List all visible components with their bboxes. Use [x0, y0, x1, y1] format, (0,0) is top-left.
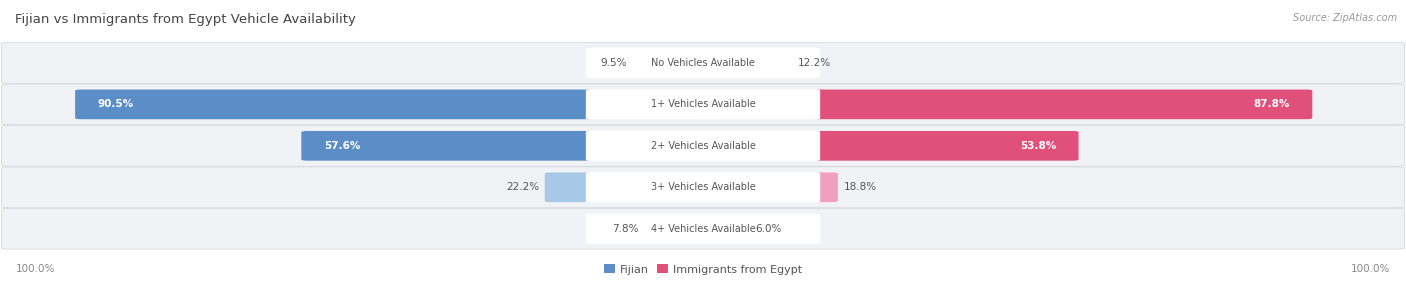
Text: 3+ Vehicles Available: 3+ Vehicles Available — [651, 182, 755, 192]
Text: 18.8%: 18.8% — [844, 182, 876, 192]
FancyBboxPatch shape — [697, 131, 1078, 161]
Text: 6.0%: 6.0% — [755, 224, 782, 234]
Text: 1+ Vehicles Available: 1+ Vehicles Available — [651, 99, 755, 109]
FancyBboxPatch shape — [586, 130, 820, 161]
FancyBboxPatch shape — [1, 84, 1405, 125]
Text: 87.8%: 87.8% — [1254, 99, 1289, 109]
Text: 53.8%: 53.8% — [1019, 141, 1056, 151]
FancyBboxPatch shape — [544, 172, 709, 202]
Text: 57.6%: 57.6% — [323, 141, 360, 151]
Text: Source: ZipAtlas.com: Source: ZipAtlas.com — [1294, 13, 1398, 23]
FancyBboxPatch shape — [301, 131, 709, 161]
Text: 22.2%: 22.2% — [506, 182, 538, 192]
FancyBboxPatch shape — [633, 48, 709, 78]
Legend: Fijian, Immigrants from Egypt: Fijian, Immigrants from Egypt — [599, 260, 807, 279]
FancyBboxPatch shape — [1, 125, 1405, 166]
FancyBboxPatch shape — [1, 208, 1405, 249]
FancyBboxPatch shape — [697, 90, 1312, 119]
FancyBboxPatch shape — [644, 214, 709, 244]
FancyBboxPatch shape — [1, 167, 1405, 208]
FancyBboxPatch shape — [697, 172, 838, 202]
Text: 90.5%: 90.5% — [97, 99, 134, 109]
Text: 2+ Vehicles Available: 2+ Vehicles Available — [651, 141, 755, 151]
Text: 9.5%: 9.5% — [600, 58, 627, 68]
FancyBboxPatch shape — [586, 172, 820, 203]
FancyBboxPatch shape — [697, 214, 749, 244]
Text: 100.0%: 100.0% — [1351, 264, 1391, 274]
Text: Fijian vs Immigrants from Egypt Vehicle Availability: Fijian vs Immigrants from Egypt Vehicle … — [15, 13, 356, 26]
FancyBboxPatch shape — [586, 47, 820, 78]
Text: 12.2%: 12.2% — [799, 58, 831, 68]
Text: 100.0%: 100.0% — [15, 264, 55, 274]
Text: No Vehicles Available: No Vehicles Available — [651, 58, 755, 68]
FancyBboxPatch shape — [586, 213, 820, 244]
Text: 7.8%: 7.8% — [612, 224, 638, 234]
Text: 4+ Vehicles Available: 4+ Vehicles Available — [651, 224, 755, 234]
FancyBboxPatch shape — [75, 90, 709, 119]
FancyBboxPatch shape — [586, 89, 820, 120]
FancyBboxPatch shape — [1, 42, 1405, 83]
FancyBboxPatch shape — [697, 48, 793, 78]
